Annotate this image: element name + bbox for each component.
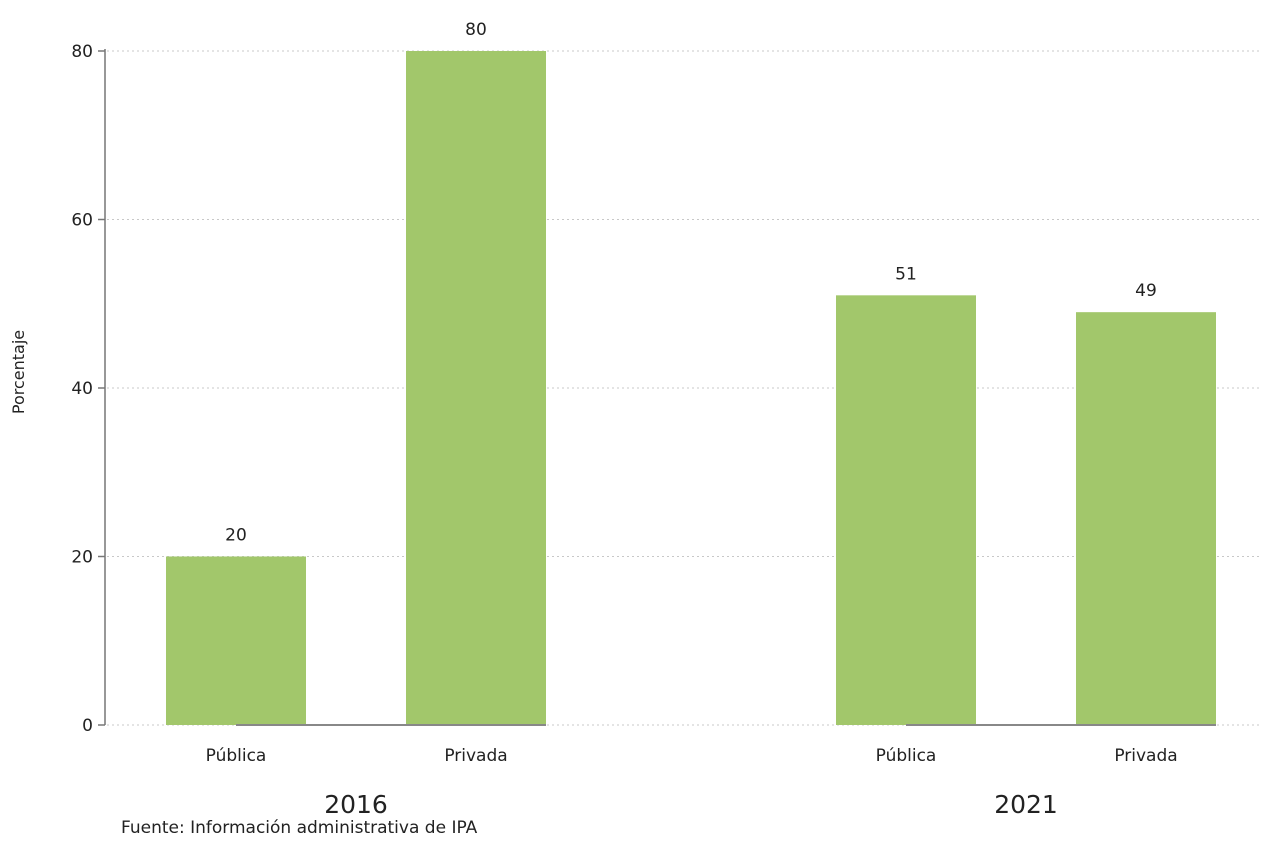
y-tick-label: 80: [71, 42, 93, 62]
y-tick-label: 0: [82, 716, 93, 736]
bar: [166, 556, 306, 725]
source-note: Fuente: Información administrativa de IP…: [121, 818, 478, 838]
data-label: 80: [465, 20, 487, 40]
y-tick-label: 40: [71, 379, 93, 399]
category-label: Pública: [206, 746, 267, 766]
category-label: Privada: [1114, 746, 1177, 766]
category-label: Pública: [876, 746, 937, 766]
y-axis-title: Porcentaje: [9, 330, 28, 414]
bar: [1076, 312, 1216, 725]
bars: [166, 51, 1216, 725]
y-tick-label: 20: [71, 548, 93, 568]
data-label: 20: [225, 526, 247, 546]
data-label: 51: [895, 264, 917, 284]
bar: [836, 295, 976, 725]
group-label: 2016: [324, 790, 388, 819]
axes: [98, 49, 1216, 726]
data-label: 49: [1135, 281, 1157, 301]
category-label: Privada: [444, 746, 507, 766]
y-tick-label: 60: [71, 211, 93, 231]
labels: 0 20 40 60 80 20 Pública 80 Privada 2016 51 Pública…: [71, 20, 1177, 819]
group-label: 2021: [994, 790, 1058, 819]
bar: [406, 51, 546, 725]
